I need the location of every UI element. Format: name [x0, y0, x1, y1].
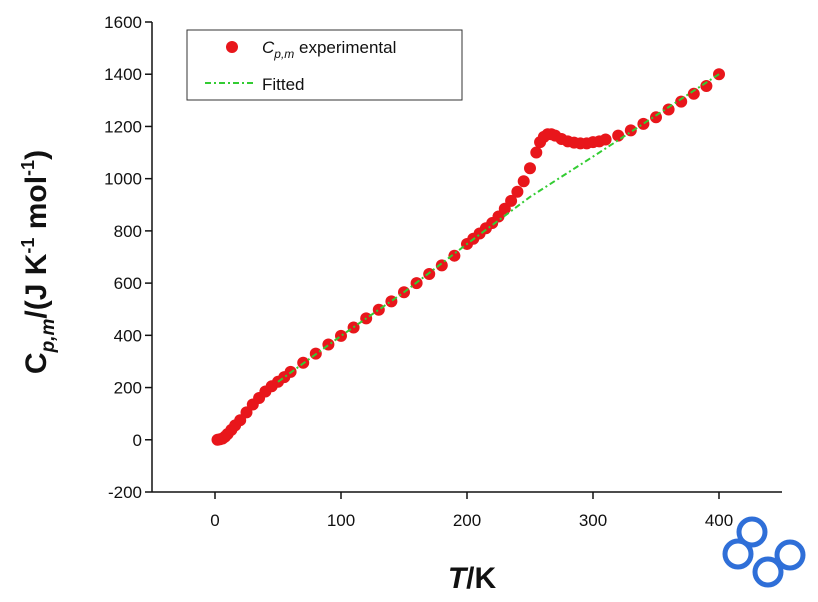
y-tick-label: 0	[133, 431, 142, 450]
y-tick-label: 400	[114, 326, 142, 345]
y-tick-label: 1000	[104, 170, 142, 189]
x-tick-label: 200	[453, 511, 481, 530]
logo	[722, 516, 806, 588]
x-tick-label: 0	[210, 511, 219, 530]
x-axis-title: T/K	[448, 562, 497, 595]
data-point	[675, 95, 688, 108]
y-tick-label: 800	[114, 222, 142, 241]
legend-label: Fitted	[262, 75, 305, 94]
legend-part: p,m	[273, 47, 294, 61]
x-title-part: /K	[466, 562, 496, 595]
data-point	[372, 303, 385, 316]
y-tick-label: 1600	[104, 13, 142, 32]
x-title-part: T	[448, 562, 469, 595]
x-tick-label: 400	[705, 511, 733, 530]
data-point	[637, 117, 650, 130]
data-point	[612, 129, 625, 142]
legend-label: Cp,m experimental	[262, 38, 396, 61]
legend-part: C	[262, 38, 275, 57]
data-point	[517, 175, 530, 188]
y-title-part: mol	[20, 176, 53, 238]
y-title-part: C	[20, 352, 53, 374]
data-point	[524, 162, 536, 175]
data-point	[448, 249, 461, 262]
y-tick-label: 600	[114, 274, 142, 293]
data-point	[530, 146, 543, 159]
plot-area: -200 0 200 400 600 800 1000 1200 1400 1600 0 100 200…	[104, 13, 782, 530]
data-point	[700, 79, 713, 92]
data-point	[599, 133, 612, 146]
legend: Cp,m experimental Fitted	[186, 29, 463, 101]
y-title-part: -1	[18, 160, 38, 176]
y-axis-title: Cp,m/(J K-1 mol-1)	[18, 150, 59, 374]
y-tick-label: 1200	[104, 117, 142, 136]
y-tick-label: -200	[108, 483, 142, 502]
data-point	[435, 259, 448, 272]
y-title-part: p,m	[38, 319, 59, 354]
data-point	[505, 194, 518, 207]
y-title-part: /(J K	[20, 253, 53, 318]
fit-line	[277, 73, 720, 383]
data-point	[511, 185, 524, 198]
y-title-part: )	[20, 150, 53, 160]
data-point	[687, 87, 700, 100]
x-tick-label: 300	[579, 511, 607, 530]
x-tick-label: 100	[327, 511, 355, 530]
legend-part: experimental	[294, 38, 396, 57]
y-title-part: -1	[18, 238, 38, 254]
y-tick-label: 1400	[104, 65, 142, 84]
data-point	[662, 103, 675, 116]
legend-marker	[226, 41, 238, 53]
y-tick-label: 200	[114, 379, 142, 398]
